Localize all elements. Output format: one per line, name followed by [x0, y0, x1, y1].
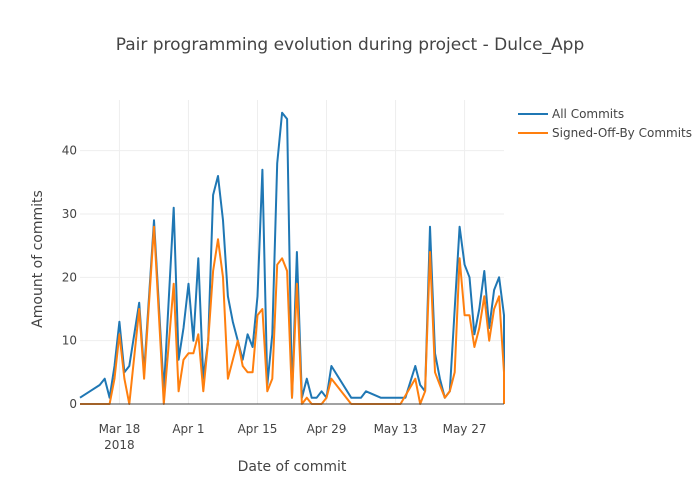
x-axis-ticks: Mar 18 2018 Apr 1 Apr 15 Apr 29 May 13 May 27 — [99, 422, 487, 452]
legend-item-0[interactable]: All Commits — [518, 107, 624, 121]
y-tick-label: 40 — [62, 144, 77, 158]
y-axis-ticks: 0 10 20 30 40 — [62, 144, 77, 411]
y-axis-title: Amount of commits — [30, 190, 46, 328]
y-tick-label: 30 — [62, 207, 77, 221]
series-line-0 — [79, 111, 505, 399]
x-tick-label: May 13 — [374, 422, 418, 436]
y-tick-label: 10 — [62, 334, 77, 348]
x-tick-label: Mar 18 — [99, 422, 141, 436]
x-tick-label: Apr 15 — [238, 422, 278, 436]
legend-label: All Commits — [552, 107, 624, 121]
x-tick-year-label: 2018 — [104, 438, 135, 452]
chart-title: Pair programming evolution during projec… — [116, 35, 585, 55]
x-tick-label: Apr 29 — [307, 422, 347, 436]
legend-label: Signed-Off-By Commits — [552, 126, 692, 140]
series-line-1 — [80, 225, 505, 405]
y-tick-label: 20 — [62, 270, 77, 284]
series-lines — [79, 111, 505, 405]
legend[interactable]: All Commits Signed-Off-By Commits — [518, 107, 692, 140]
x-tick-label: Apr 1 — [172, 422, 204, 436]
y-tick-label: 0 — [69, 397, 77, 411]
legend-item-1[interactable]: Signed-Off-By Commits — [518, 126, 692, 140]
x-axis-title: Date of commit — [238, 459, 347, 475]
x-tick-label: May 27 — [443, 422, 487, 436]
